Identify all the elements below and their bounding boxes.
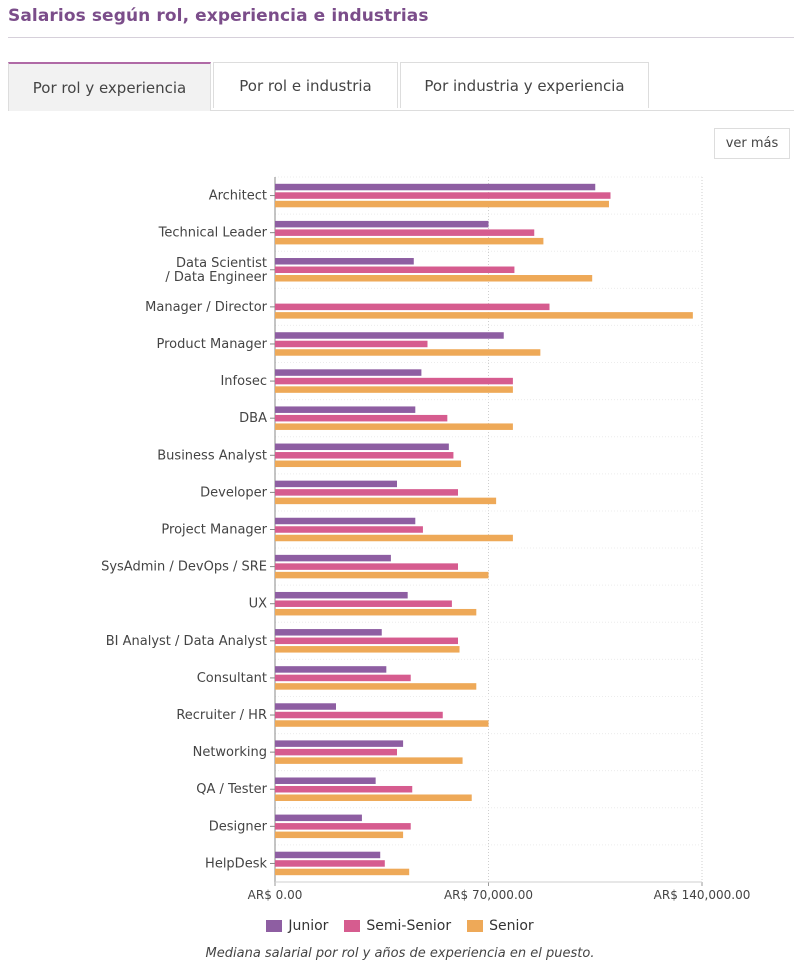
bar-senior: [275, 868, 410, 876]
category-label: DBA: [239, 411, 267, 426]
bar-senior: [275, 460, 462, 468]
category-label: UX: [249, 597, 268, 612]
category-label: Technical Leader: [158, 226, 268, 241]
bar-senior: [275, 497, 497, 505]
bar-semi-senior: [275, 414, 448, 422]
bar-semi-senior: [275, 489, 458, 496]
category-label: QA / Tester: [196, 782, 267, 797]
bar-semi-senior: [275, 711, 443, 719]
tab-rol-experiencia[interactable]: Por rol y experiencia: [8, 62, 211, 111]
bar-senior: [275, 794, 472, 801]
category-label: Architect: [209, 189, 267, 204]
bar-senior: [275, 683, 477, 690]
x-tick-label: AR$ 140,000.00: [654, 888, 751, 902]
bar-junior: [275, 703, 336, 710]
bar-junior: [275, 183, 596, 191]
chart-legend: Junior Semi-Senior Senior: [0, 918, 800, 934]
bar-senior: [275, 200, 609, 208]
category-label: Infosec: [220, 374, 267, 389]
bar-junior: [275, 220, 489, 228]
legend-swatch-senior: [467, 920, 484, 932]
category-label: SysAdmin / DevOps / SRE: [101, 560, 267, 575]
bar-junior: [275, 777, 376, 784]
category-label: Project Manager: [161, 523, 267, 538]
bar-senior: [275, 349, 541, 356]
bar-junior: [275, 591, 408, 599]
bar-junior: [275, 406, 416, 413]
tab-bar: Por rol y experiencia Por rol e industri…: [8, 62, 794, 111]
bar-semi-senior: [275, 637, 458, 645]
category-label: Designer: [209, 819, 268, 834]
bar-junior: [275, 517, 416, 525]
legend-label-junior: Junior: [288, 918, 329, 934]
bar-semi-senior: [275, 377, 513, 385]
bar-junior: [275, 666, 387, 673]
category-label: Consultant: [197, 671, 267, 686]
legend-junior[interactable]: Junior: [266, 918, 328, 934]
tab-industria-experiencia[interactable]: Por industria y experiencia: [400, 62, 649, 108]
legend-label-semi-senior: Semi-Senior: [366, 918, 452, 934]
bar-junior: [275, 851, 381, 859]
bar-junior: [275, 258, 414, 265]
bar-semi-senior: [275, 785, 413, 793]
bar-semi-senior: [275, 860, 385, 867]
bar-semi-senior: [275, 229, 535, 236]
bar-senior: [275, 275, 593, 282]
page-title: Salarios según rol, experiencia e indust…: [8, 6, 429, 26]
category-label: HelpDesk: [205, 856, 267, 871]
bar-semi-senior: [275, 340, 428, 348]
bar-junior: [275, 814, 362, 822]
ver-mas-button[interactable]: ver más: [714, 128, 790, 159]
category-label: Product Manager: [157, 337, 268, 352]
bar-semi-senior: [275, 452, 454, 459]
bar-junior: [275, 369, 422, 376]
chart-caption: Mediana salarial por rol y años de exper…: [205, 946, 595, 961]
bar-senior: [275, 720, 489, 727]
bar-semi-senior: [275, 823, 411, 830]
x-tick-label: AR$ 0.00: [248, 888, 303, 902]
title-divider: [8, 37, 794, 38]
category-label: Developer: [200, 485, 268, 500]
bar-senior: [275, 831, 404, 839]
bar-semi-senior: [275, 303, 550, 311]
bar-senior: [275, 237, 544, 245]
legend-senior[interactable]: Senior: [467, 918, 534, 934]
category-label: Manager / Director: [145, 300, 268, 315]
tab-rol-industria[interactable]: Por rol e industria: [213, 62, 398, 108]
legend-label-senior: Senior: [489, 918, 534, 934]
category-label: Data Scientist / Data Engineer: [165, 256, 267, 285]
bar-senior: [275, 571, 489, 579]
category-label: Recruiter / HR: [176, 708, 267, 723]
bar-semi-senior: [275, 192, 611, 199]
x-tick-label: AR$ 70,000.00: [444, 888, 533, 902]
bar-semi-senior: [275, 748, 397, 756]
bar-senior: [275, 534, 513, 542]
bar-semi-senior: [275, 674, 411, 682]
bar-semi-senior: [275, 266, 515, 274]
bar-junior: [275, 740, 404, 747]
legend-swatch-semi-senior: [344, 920, 361, 932]
bar-junior: [275, 554, 391, 562]
bar-junior: [275, 332, 504, 339]
salary-bar-chart: AR$ 0.00 AR$ 70,000.00 AR$ 140,000.00 Archi…: [101, 176, 751, 902]
bar-semi-senior: [275, 600, 452, 607]
legend-semi-senior[interactable]: Semi-Senior: [344, 918, 451, 934]
bar-junior: [275, 443, 449, 451]
bar-senior: [275, 423, 513, 430]
legend-swatch-junior: [266, 920, 283, 932]
bar-junior: [275, 629, 382, 636]
category-label: Business Analyst: [157, 448, 267, 463]
bar-senior: [275, 386, 513, 393]
bar-senior: [275, 757, 463, 764]
category-label: BI Analyst / Data Analyst: [106, 634, 267, 649]
bar-senior: [275, 646, 460, 653]
bar-junior: [275, 480, 397, 488]
category-label: Networking: [193, 745, 267, 760]
bar-senior: [275, 312, 693, 319]
bar-semi-senior: [275, 526, 423, 533]
bar-semi-senior: [275, 563, 458, 570]
bar-senior: [275, 608, 477, 616]
